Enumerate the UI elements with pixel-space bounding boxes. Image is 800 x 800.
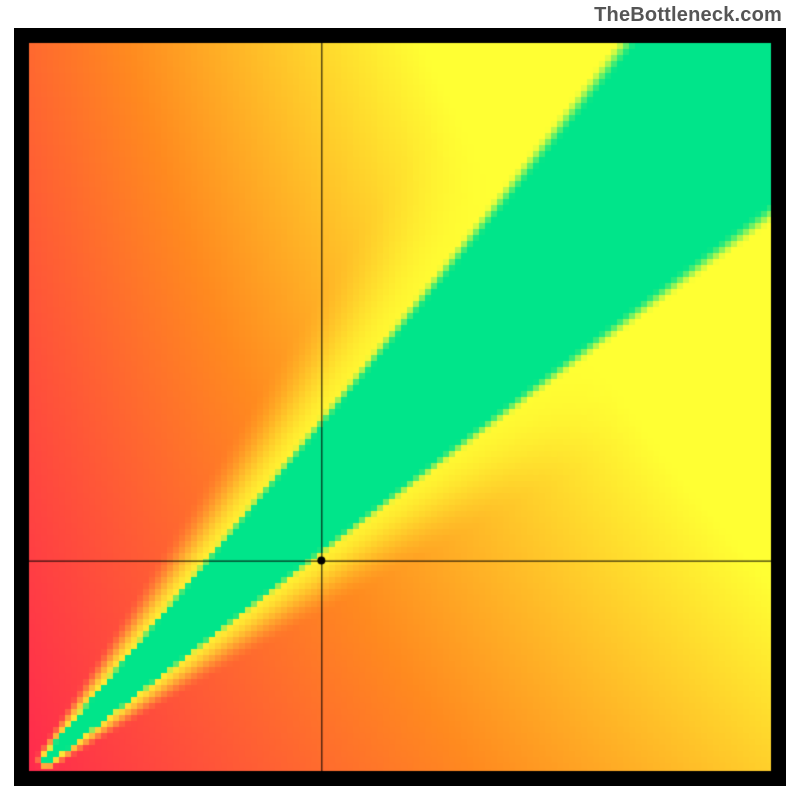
heatmap-canvas bbox=[14, 28, 786, 786]
heatmap-plot bbox=[14, 28, 786, 786]
chart-container: TheBottleneck.com bbox=[0, 0, 800, 800]
watermark-text: TheBottleneck.com bbox=[594, 4, 782, 27]
